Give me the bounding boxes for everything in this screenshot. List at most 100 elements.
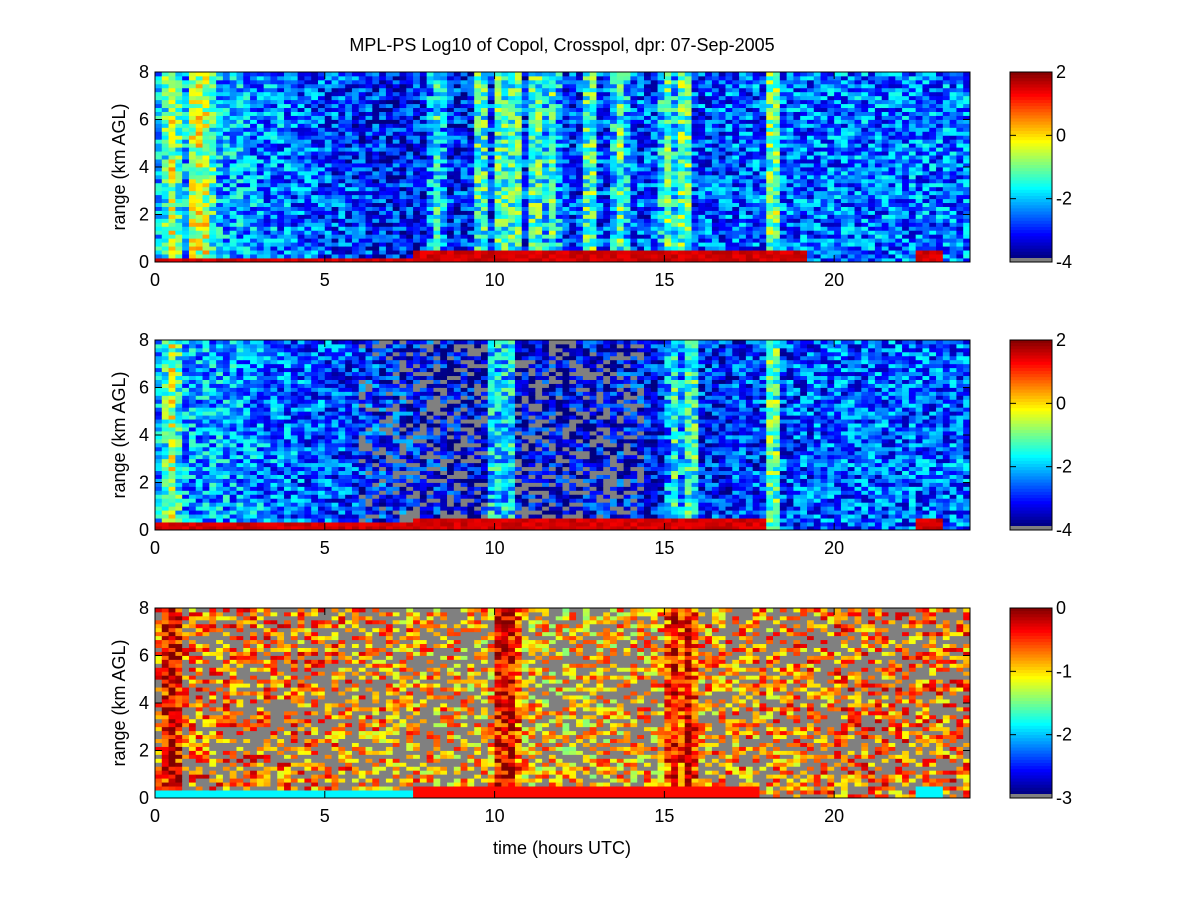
heatmap-cell bbox=[528, 159, 536, 164]
heatmap-cell bbox=[467, 87, 475, 93]
heatmap-cell bbox=[453, 72, 462, 77]
heatmap-cell bbox=[664, 119, 672, 124]
heatmap-cell bbox=[691, 234, 699, 239]
heatmap-cell bbox=[752, 206, 760, 211]
heatmap-cell bbox=[419, 155, 428, 160]
heatmap-cell bbox=[229, 75, 237, 81]
heatmap-cell bbox=[766, 170, 774, 176]
heatmap-cell bbox=[596, 234, 604, 239]
heatmap-cell bbox=[840, 230, 849, 235]
heatmap-cell bbox=[766, 238, 774, 243]
heatmap-cell bbox=[358, 198, 366, 204]
heatmap-cell bbox=[222, 87, 231, 93]
heatmap-cell bbox=[834, 202, 842, 207]
heatmap-cell bbox=[202, 91, 210, 97]
heatmap-cell bbox=[447, 174, 455, 180]
heatmap-cell bbox=[481, 151, 489, 156]
heatmap-cell bbox=[304, 242, 312, 247]
heatmap-cell bbox=[562, 143, 570, 148]
heatmap-cell bbox=[542, 214, 550, 219]
heatmap-cell bbox=[671, 111, 679, 116]
heatmap-cell bbox=[195, 206, 203, 211]
heatmap-cell bbox=[745, 119, 754, 124]
heatmap-cell bbox=[793, 72, 801, 77]
heatmap-cell bbox=[250, 210, 258, 215]
heatmap-cell bbox=[467, 123, 475, 128]
heatmap-cell bbox=[494, 230, 502, 235]
heatmap-cell bbox=[406, 190, 414, 196]
heatmap-cell bbox=[385, 218, 394, 223]
heatmap-cell bbox=[250, 115, 258, 120]
heatmap-cell bbox=[406, 167, 414, 172]
heatmap-cell bbox=[508, 159, 516, 164]
heatmap-cell bbox=[345, 178, 353, 184]
heatmap-cell bbox=[501, 143, 509, 148]
heatmap-cell bbox=[460, 230, 468, 235]
heatmap-cell bbox=[243, 230, 251, 235]
heatmap-cell bbox=[834, 246, 842, 251]
heatmap-cell bbox=[664, 91, 672, 97]
heatmap-cell bbox=[440, 190, 448, 196]
heatmap-cell bbox=[311, 182, 319, 188]
heatmap-cell bbox=[324, 254, 332, 259]
heatmap-cell bbox=[345, 139, 353, 144]
heatmap-cell bbox=[440, 178, 448, 184]
heatmap-cell bbox=[311, 234, 319, 239]
heatmap-cell bbox=[786, 159, 794, 164]
heatmap-cell bbox=[589, 214, 597, 219]
heatmap-cell bbox=[406, 254, 414, 259]
heatmap-cell bbox=[644, 218, 652, 223]
heatmap-cell bbox=[739, 143, 747, 148]
heatmap-cell bbox=[351, 246, 360, 251]
heatmap-cell bbox=[270, 111, 278, 116]
heatmap-cell bbox=[521, 103, 529, 109]
heatmap-cell bbox=[331, 87, 339, 93]
heatmap-cell bbox=[426, 143, 434, 148]
heatmap-cell bbox=[691, 127, 699, 132]
heatmap-cell bbox=[474, 202, 482, 207]
heatmap-cell bbox=[657, 127, 665, 132]
heatmap-cell bbox=[440, 95, 448, 101]
heatmap-cell bbox=[487, 147, 495, 152]
heatmap-cell bbox=[304, 159, 312, 164]
heatmap-cell bbox=[847, 226, 855, 231]
heatmap-cell bbox=[807, 83, 815, 89]
heatmap-cell bbox=[773, 75, 781, 81]
heatmap-cell bbox=[637, 119, 645, 124]
heatmap-cell bbox=[650, 182, 658, 188]
heatmap-cell bbox=[657, 222, 665, 227]
heatmap-cell bbox=[379, 254, 387, 259]
heatmap-cell bbox=[800, 234, 808, 239]
heatmap-cell bbox=[711, 131, 720, 136]
heatmap-cell bbox=[284, 254, 292, 259]
heatmap-cell bbox=[168, 242, 176, 247]
heatmap-cell bbox=[216, 135, 224, 140]
heatmap-cell bbox=[487, 111, 495, 116]
heatmap-cell bbox=[718, 194, 726, 200]
heatmap-cell bbox=[603, 222, 611, 227]
heatmap-cell bbox=[447, 147, 455, 152]
heatmap-cell bbox=[807, 170, 815, 176]
heatmap-cell bbox=[623, 254, 631, 259]
heatmap-cell bbox=[705, 214, 713, 219]
heatmap-cell bbox=[514, 103, 523, 109]
heatmap-cell bbox=[834, 250, 842, 255]
heatmap-cell bbox=[650, 111, 658, 116]
heatmap-cell bbox=[256, 143, 265, 148]
heatmap-cell bbox=[202, 242, 210, 247]
heatmap-cell bbox=[168, 95, 176, 101]
heatmap-cell bbox=[270, 246, 278, 251]
heatmap-cell bbox=[345, 72, 353, 77]
heatmap-cell bbox=[304, 147, 312, 152]
heatmap-cell bbox=[834, 95, 842, 101]
heatmap-cell bbox=[847, 190, 855, 196]
heatmap-cell bbox=[555, 178, 563, 184]
heatmap-cell bbox=[175, 155, 183, 160]
heatmap-cell bbox=[155, 258, 163, 263]
heatmap-cell bbox=[453, 234, 462, 239]
heatmap-cell bbox=[501, 170, 509, 176]
heatmap-cell bbox=[759, 159, 767, 164]
heatmap-cell bbox=[576, 139, 584, 144]
heatmap-cell bbox=[827, 155, 835, 160]
heatmap-cell bbox=[650, 131, 658, 136]
